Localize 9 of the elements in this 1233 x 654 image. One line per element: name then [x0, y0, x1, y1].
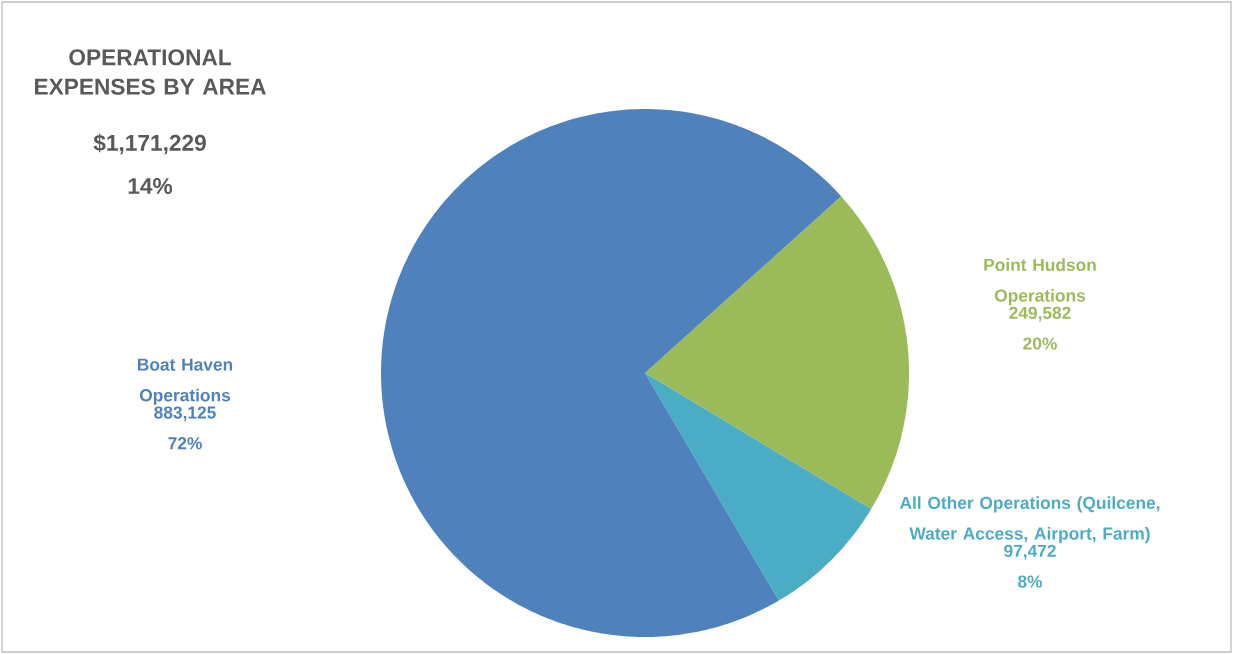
data-label: 97,472 8% — [1004, 544, 1056, 588]
data-label: 249,582 20% — [1009, 306, 1071, 350]
slice-label: All Other Operations (Quilcene, Water Access, Airport, Farm) — [899, 496, 1160, 544]
slice-label: Point Hudson Operations — [984, 258, 1096, 306]
text: 14% — [128, 178, 173, 194]
text: $1,171,229 — [93, 133, 206, 155]
data-label: 883,125 72% — [154, 406, 216, 450]
chart-title: OPERATIONAL EXPENSES BY AREA — [35, 49, 266, 95]
slice-label: Boat Haven Operations — [138, 358, 233, 405]
